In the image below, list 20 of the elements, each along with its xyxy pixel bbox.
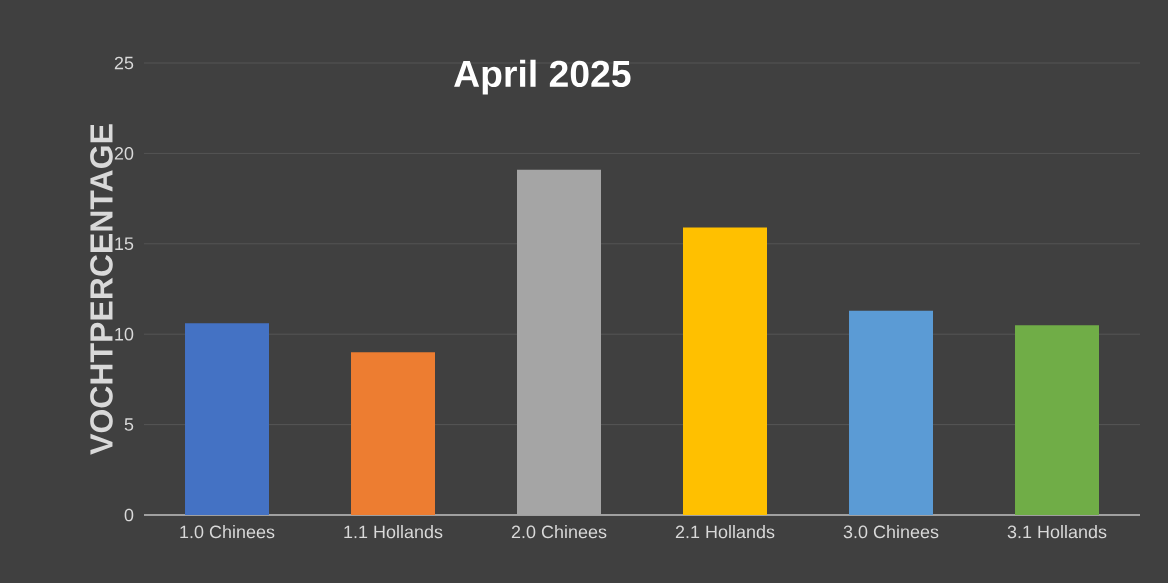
y-tick-label: 5 [124,418,134,431]
y-axis-title: VOCHTPERCENTAGE [90,124,113,455]
bar [351,352,435,515]
y-tick-label: 25 [114,56,134,70]
y-tick-label: 20 [114,147,134,160]
y-tick-label: 15 [115,237,134,251]
x-tick-label: 3.0 Chinees [843,525,939,539]
bar [517,169,601,515]
x-tick-label: 1.1 Hollands [344,525,443,539]
bar [683,227,767,515]
x-tick-label: 2.0 Chinees [511,525,607,539]
chart-title: April 2025 [454,59,631,95]
bar [185,323,270,515]
y-tick-label: 10 [115,327,134,341]
x-tick-label: 2.1 Hollands [675,525,775,539]
x-tick-label: 3.1 Hollands [1007,525,1107,539]
x-tick-label: 1.0 Chinees [180,525,275,539]
bar [1015,325,1100,515]
y-tick-label: 0 [124,508,134,522]
bar [849,310,934,515]
